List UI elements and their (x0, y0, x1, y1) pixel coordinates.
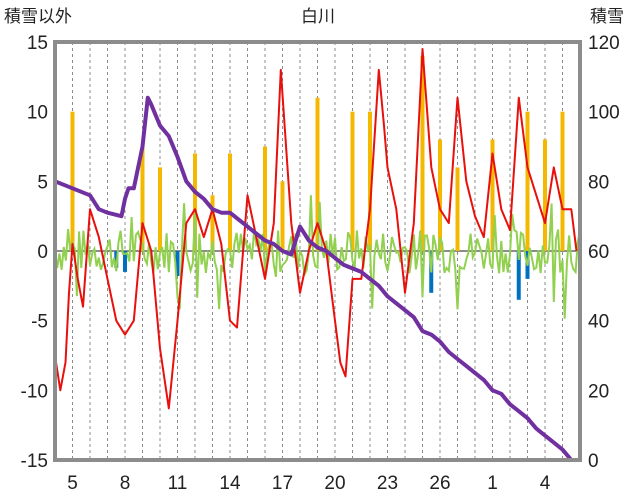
precip-bar (210, 195, 215, 251)
y-right-tick: 100 (588, 103, 620, 124)
precip-bar (263, 146, 267, 251)
y-right-tick: 120 (588, 33, 620, 54)
precip-bar (525, 111, 530, 252)
precip-bar (193, 153, 197, 251)
wind-series (54, 195, 581, 319)
precip-bar (140, 146, 145, 251)
x-tick: 11 (168, 473, 188, 494)
y-right-tick: 80 (588, 172, 609, 193)
precip-bar (490, 139, 495, 251)
y-left-tick: 5 (37, 172, 48, 193)
y-left-tick: -15 (21, 451, 48, 472)
chart-title: 白川 (301, 7, 335, 27)
x-tick: 14 (219, 473, 241, 494)
negative-bar (175, 251, 180, 277)
temperature-line (54, 48, 578, 410)
precip-bars (53, 55, 565, 252)
snow-depth-line (54, 95, 580, 462)
precip-bar (438, 139, 442, 251)
wind-line (54, 195, 581, 319)
precip-bar (350, 111, 355, 252)
y-right-tick: 20 (588, 381, 609, 402)
precip-bar (455, 167, 460, 251)
precip-bar (280, 181, 285, 251)
precip-bar (420, 55, 425, 251)
plot-frame (53, 40, 582, 462)
y-left-tick: -5 (31, 312, 48, 333)
x-tick: 1 (487, 473, 498, 494)
x-tick: 4 (540, 473, 551, 494)
y-left-tick: 15 (27, 33, 48, 54)
y-left-tick: 10 (27, 103, 48, 124)
right-axis-label: 積雪 (590, 7, 624, 27)
left-axis-label: 積雪以外 (4, 7, 72, 27)
x-tick: 26 (429, 473, 450, 494)
negative-bar (516, 251, 521, 300)
precip-bar (560, 111, 565, 252)
precip-bar (368, 111, 372, 252)
precip-bar (228, 153, 232, 251)
y-right-tick: 60 (588, 242, 609, 263)
x-tick: 17 (272, 473, 293, 494)
x-tick: 20 (324, 473, 345, 494)
x-tick: 5 (67, 473, 78, 494)
line-series (54, 48, 580, 462)
y-left-tick: 0 (37, 242, 48, 263)
precip-bar (315, 97, 320, 251)
precip-bar (543, 139, 547, 251)
precip-bar (158, 167, 162, 251)
x-tick: 8 (120, 473, 131, 494)
y-right-tick: 40 (588, 312, 609, 333)
y-left-tick: -10 (21, 381, 48, 402)
x-tick: 23 (377, 473, 398, 494)
y-right-tick: 0 (588, 451, 599, 472)
negative-bar (123, 251, 127, 272)
precip-bar (70, 111, 75, 252)
